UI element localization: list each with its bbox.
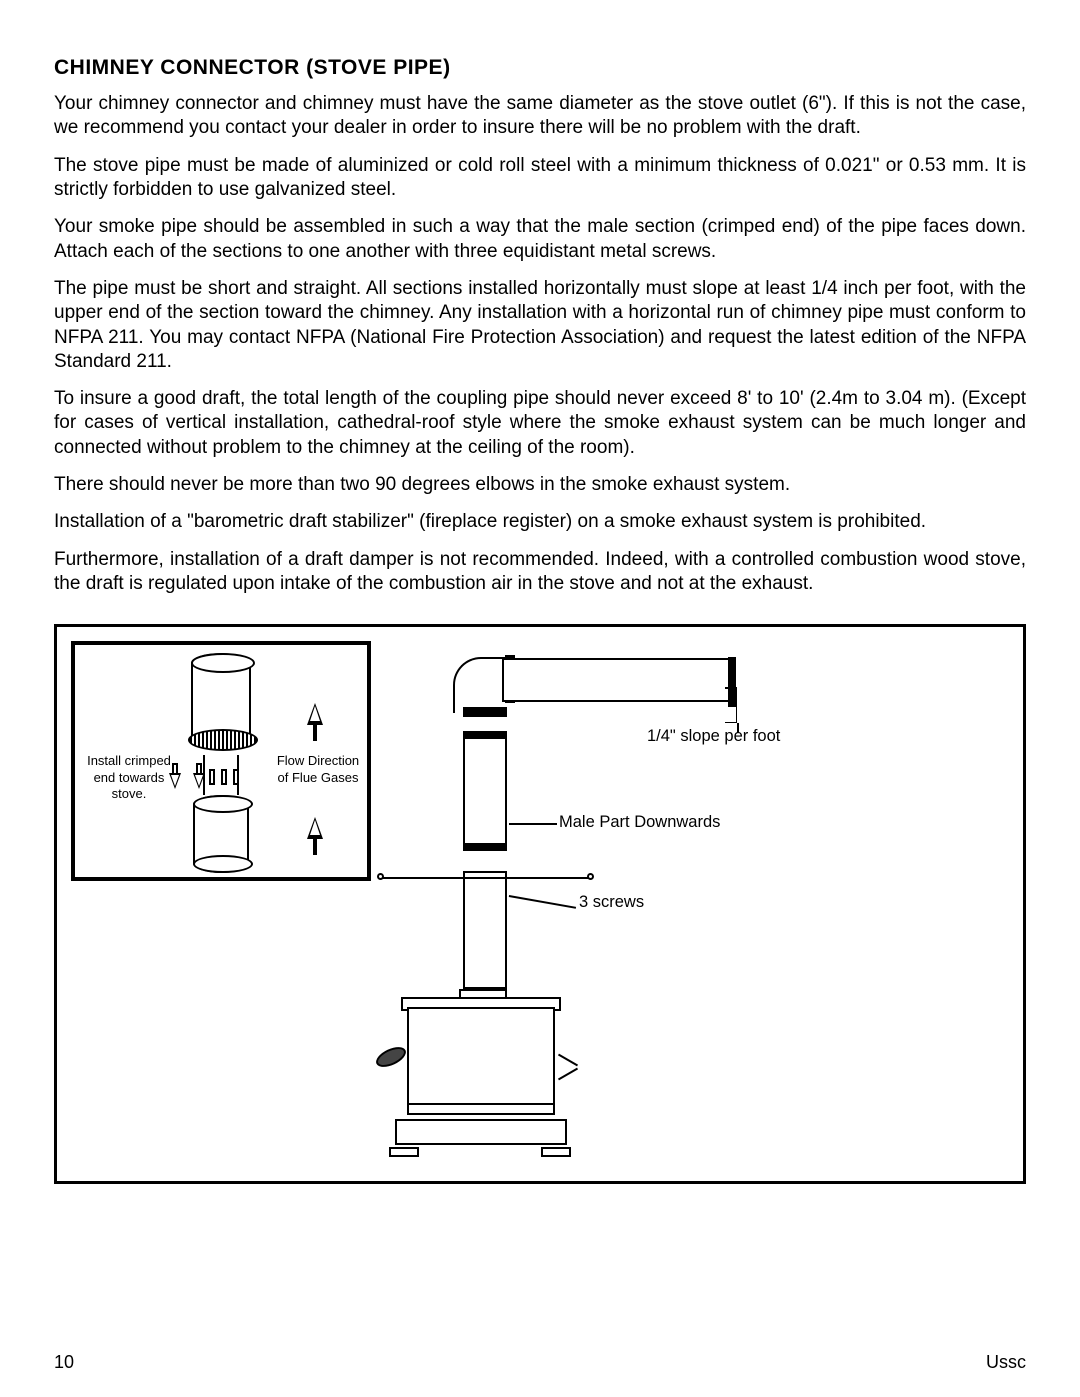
vertical-pipe-upper-icon	[463, 737, 507, 845]
vertical-pipe-lower-icon	[463, 871, 507, 989]
paragraph-5: To insure a good draft, the total length…	[54, 387, 1026, 460]
elbow-bottom-band-icon	[463, 707, 507, 717]
male-part-label: Male Part Downwards	[559, 813, 720, 832]
paragraph-6: There should never be more than two 90 d…	[54, 473, 1026, 497]
paragraph-8: Furthermore, installation of a draft dam…	[54, 548, 1026, 597]
pipe-upper-icon	[191, 653, 251, 747]
horizontal-pipe-icon	[502, 658, 734, 702]
crimp-arrow-down-icon	[169, 773, 213, 794]
brand-label: Ussc	[986, 1352, 1026, 1373]
slope-label: 1/4" slope per foot	[647, 727, 780, 746]
inset-left-label: Install crimped end towards stove.	[81, 753, 177, 802]
paragraph-7: Installation of a "barometric draft stab…	[54, 510, 1026, 534]
section-heading: CHIMNEY CONNECTOR (STOVE PIPE)	[54, 56, 1026, 80]
paragraph-3: Your smoke pipe should be assembled in s…	[54, 215, 1026, 264]
pipe-lower-icon	[193, 795, 249, 873]
paragraph-2: The stove pipe must be made of aluminize…	[54, 154, 1026, 203]
page-footer: 10 Ussc	[54, 1352, 1026, 1373]
screw-line-icon	[381, 877, 591, 879]
flow-arrow-up-icon	[307, 817, 323, 855]
leader-line-icon	[509, 895, 576, 908]
inset-right-label: Flow Direction of Flue Gases	[273, 753, 363, 786]
elbow-pipe-icon	[453, 657, 509, 713]
diagram-frame: Install crimped end towards stove. Flow …	[54, 624, 1026, 1184]
stove-icon	[379, 997, 569, 1162]
flow-arrow-up-icon	[307, 703, 323, 741]
page-number: 10	[54, 1352, 74, 1373]
paragraph-4: The pipe must be short and straight. All…	[54, 277, 1026, 374]
screw-icon	[587, 873, 594, 880]
screws-label: 3 screws	[579, 893, 644, 912]
slope-bracket-icon	[735, 687, 737, 723]
leader-line-icon	[509, 823, 557, 825]
inset-diagram: Install crimped end towards stove. Flow …	[71, 641, 371, 881]
paragraph-1: Your chimney connector and chimney must …	[54, 92, 1026, 141]
